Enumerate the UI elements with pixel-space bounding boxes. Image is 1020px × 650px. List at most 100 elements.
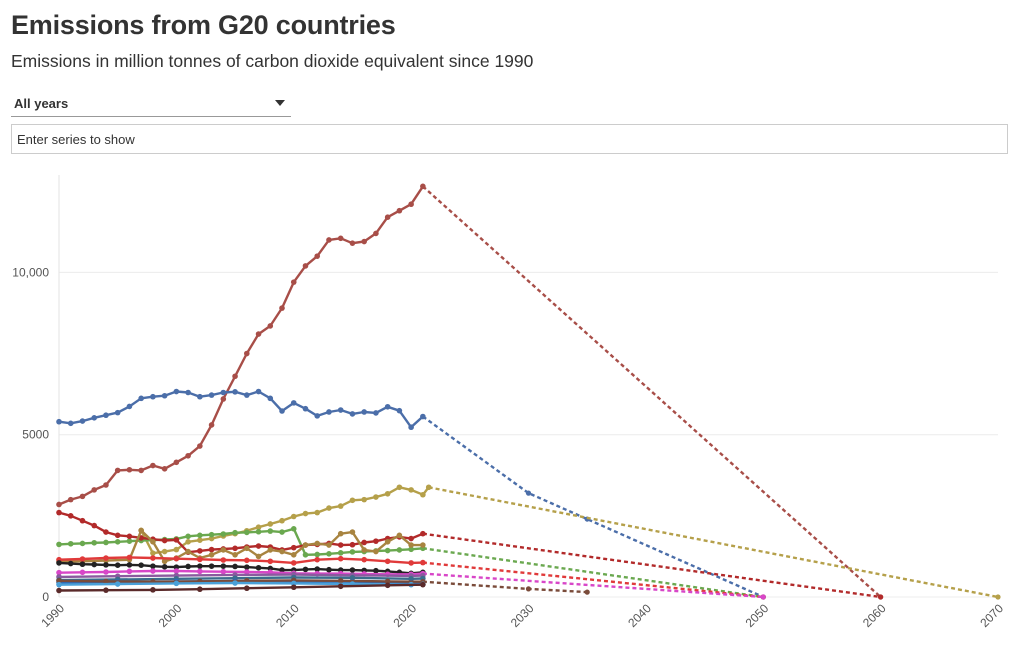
data-point <box>150 563 156 569</box>
data-point <box>255 331 262 337</box>
data-point <box>337 530 344 537</box>
data-point <box>337 583 344 590</box>
data-point <box>220 396 227 402</box>
year-filter-dropdown[interactable]: All years <box>11 92 291 117</box>
data-point <box>408 542 414 548</box>
data-point <box>361 496 367 503</box>
data-point <box>173 546 180 553</box>
data-point <box>103 529 109 535</box>
series-search-box[interactable] <box>11 124 1008 154</box>
data-point <box>103 555 109 561</box>
data-point <box>255 388 262 395</box>
data-point <box>326 237 332 243</box>
data-point <box>79 493 86 500</box>
data-point <box>420 581 426 588</box>
data-point <box>173 568 180 574</box>
data-point <box>267 521 274 527</box>
data-point <box>173 388 180 395</box>
data-point <box>208 546 215 553</box>
data-point <box>161 548 168 555</box>
series <box>56 560 426 577</box>
data-point <box>408 201 414 208</box>
data-point <box>103 578 109 585</box>
data-point <box>373 567 379 574</box>
data-point <box>126 533 133 540</box>
data-point <box>150 550 156 556</box>
x-tick-label: 2010 <box>273 601 302 630</box>
projection-line <box>422 185 882 598</box>
projection-line <box>428 486 999 599</box>
projection-point <box>995 594 1001 600</box>
data-point <box>114 467 121 474</box>
data-point <box>208 552 215 558</box>
data-point <box>290 513 297 520</box>
data-point <box>114 581 121 587</box>
data-point <box>173 555 180 562</box>
data-point <box>197 563 203 569</box>
data-point <box>173 580 180 587</box>
data-point <box>114 409 121 416</box>
data-point <box>126 554 133 561</box>
data-point <box>91 415 98 421</box>
data-point <box>220 568 227 575</box>
data-point <box>373 548 379 555</box>
data-point <box>396 547 403 553</box>
data-point <box>408 424 414 431</box>
data-point <box>161 537 168 544</box>
data-point <box>197 532 203 539</box>
data-point <box>91 539 98 546</box>
data-point <box>314 566 321 572</box>
data-point <box>279 529 285 535</box>
data-point <box>361 409 367 415</box>
data-point <box>173 564 180 570</box>
data-point <box>290 560 297 566</box>
data-point <box>114 539 121 545</box>
data-point <box>56 581 62 588</box>
data-point <box>420 542 426 548</box>
series-line <box>58 185 424 506</box>
data-point <box>408 487 414 493</box>
data-point <box>267 547 274 553</box>
x-tick-label: 2070 <box>977 601 1006 630</box>
data-point <box>337 407 344 413</box>
page-subtitle: Emissions in million tonnes of carbon di… <box>11 51 534 71</box>
data-point <box>161 564 168 570</box>
data-point <box>91 522 98 529</box>
data-point <box>91 487 98 493</box>
data-point <box>326 542 332 548</box>
data-point <box>197 556 203 563</box>
data-point <box>384 539 391 545</box>
x-tick-label: 2020 <box>390 601 419 630</box>
data-point <box>267 565 274 572</box>
data-point <box>290 279 297 285</box>
data-point <box>314 253 321 259</box>
data-point <box>56 569 62 576</box>
data-point <box>244 392 250 398</box>
data-point <box>79 540 86 547</box>
data-point <box>150 587 156 593</box>
data-point <box>384 490 391 497</box>
data-point <box>302 263 309 269</box>
data-point <box>79 561 86 568</box>
data-point <box>138 562 144 568</box>
data-point <box>408 535 414 542</box>
data-point <box>326 409 332 415</box>
projection-line <box>422 415 764 599</box>
y-tick-label: 5000 <box>22 428 49 442</box>
data-point <box>185 533 191 540</box>
data-point <box>420 559 426 566</box>
series <box>138 484 1001 600</box>
data-point <box>185 452 191 459</box>
data-point <box>197 586 203 593</box>
series-search-input[interactable] <box>12 125 973 153</box>
series-line <box>58 576 423 582</box>
data-point <box>185 563 191 570</box>
data-point <box>150 393 156 400</box>
data-point <box>232 580 238 586</box>
data-point <box>232 545 238 552</box>
data-point <box>56 577 62 584</box>
data-point <box>126 538 133 544</box>
data-point <box>150 462 156 469</box>
data-point <box>56 509 62 516</box>
data-point <box>314 540 321 547</box>
